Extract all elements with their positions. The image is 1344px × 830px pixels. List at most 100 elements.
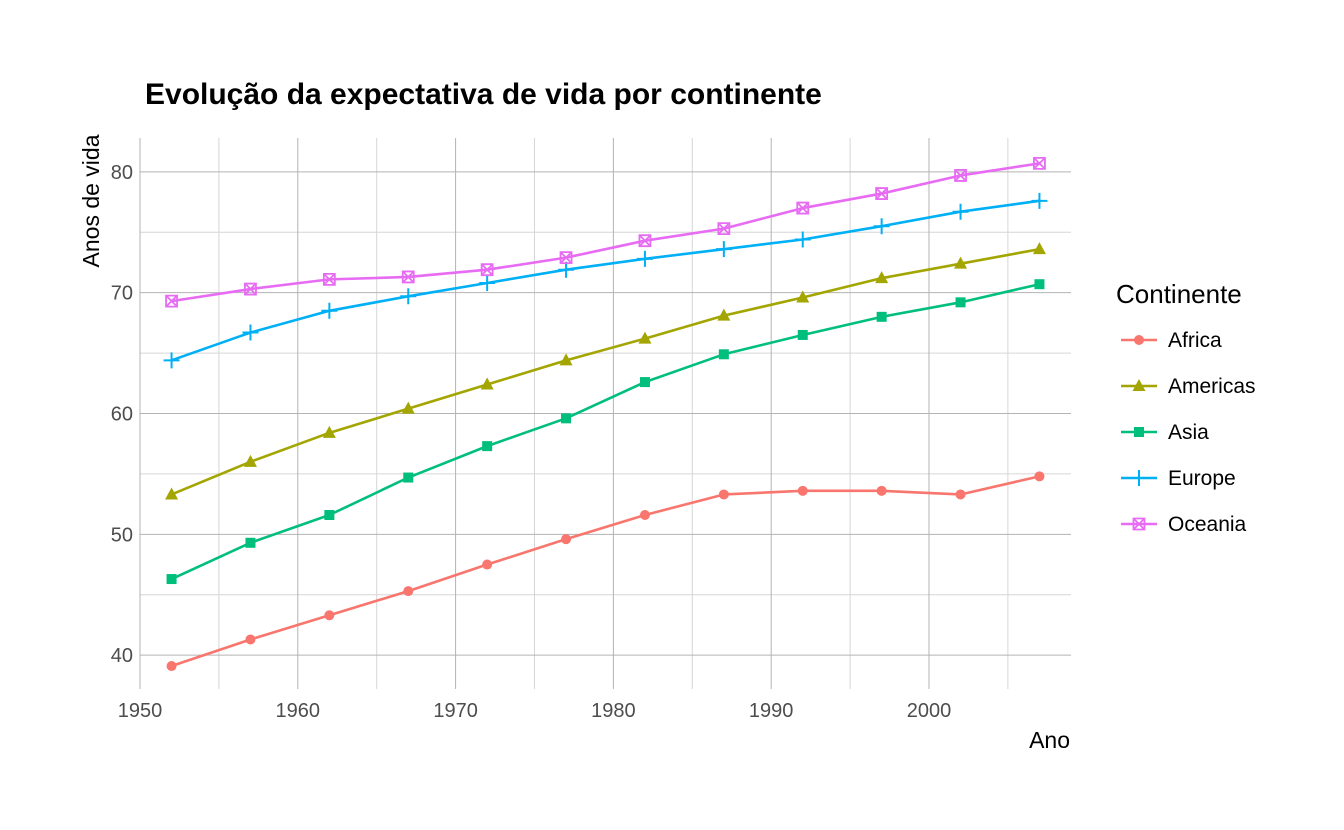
series-asia bbox=[166, 279, 1045, 585]
x-tick-label: 1980 bbox=[591, 700, 636, 722]
data-point bbox=[717, 308, 731, 321]
data-point bbox=[1132, 379, 1146, 391]
legend-item-europe: Europe bbox=[1121, 467, 1236, 490]
data-point bbox=[480, 263, 494, 277]
data-point bbox=[717, 222, 731, 236]
legend-label: Asia bbox=[1168, 421, 1209, 444]
data-point bbox=[875, 187, 889, 200]
data-point bbox=[955, 297, 966, 308]
data-point bbox=[163, 352, 180, 369]
y-axis-ticks: 40 50 60 70 80 bbox=[111, 162, 133, 667]
data-point bbox=[1134, 427, 1144, 437]
y-tick-label: 60 bbox=[111, 404, 133, 426]
data-point bbox=[875, 271, 889, 284]
series-line bbox=[171, 247, 1040, 496]
data-point bbox=[559, 251, 573, 265]
series-oceania bbox=[165, 156, 1046, 308]
legend-label: Oceania bbox=[1168, 513, 1247, 536]
x-tick-label: 1970 bbox=[433, 700, 478, 722]
data-point bbox=[1131, 470, 1147, 486]
legend-label: Africa bbox=[1168, 329, 1222, 352]
legend-item-asia: Asia bbox=[1121, 421, 1209, 444]
data-point bbox=[954, 169, 967, 182]
data-point bbox=[165, 294, 178, 308]
legend-item-americas: Americas bbox=[1121, 375, 1256, 398]
data-point bbox=[245, 634, 256, 645]
data-point bbox=[876, 311, 887, 322]
data-point bbox=[1031, 192, 1048, 209]
y-tick-label: 40 bbox=[111, 645, 133, 667]
x-axis-label: Ano bbox=[1029, 727, 1070, 753]
legend-item-africa: Africa bbox=[1121, 329, 1222, 352]
data-point bbox=[639, 377, 650, 388]
data-point bbox=[243, 454, 257, 467]
data-point bbox=[1034, 279, 1045, 290]
x-tick-label: 1950 bbox=[118, 700, 163, 722]
data-point bbox=[479, 275, 496, 291]
data-point bbox=[876, 485, 887, 496]
series-europe bbox=[163, 192, 1048, 369]
y-tick-label: 50 bbox=[111, 524, 133, 546]
series-line bbox=[171, 282, 1040, 581]
data-point bbox=[244, 282, 257, 296]
data-point bbox=[482, 559, 493, 570]
data-point bbox=[403, 586, 414, 597]
data-point bbox=[1132, 517, 1146, 531]
data-point bbox=[638, 331, 652, 344]
data-point bbox=[321, 302, 338, 319]
data-point bbox=[1034, 471, 1045, 482]
data-point bbox=[559, 353, 573, 366]
series-africa bbox=[166, 471, 1045, 672]
data-point bbox=[1134, 335, 1144, 345]
series-line bbox=[171, 162, 1040, 303]
y-tick-label: 80 bbox=[111, 162, 133, 184]
data-point bbox=[796, 201, 810, 215]
legend: Continente Africa Americas Asia Europe Ocean… bbox=[1116, 279, 1256, 536]
legend-label: Americas bbox=[1168, 375, 1256, 398]
data-point bbox=[166, 661, 177, 672]
legend-title: Continente bbox=[1116, 279, 1242, 309]
data-point bbox=[561, 534, 572, 545]
data-point bbox=[165, 487, 179, 500]
data-point bbox=[638, 234, 652, 248]
data-point bbox=[797, 485, 808, 496]
series-line bbox=[171, 475, 1040, 668]
data-point bbox=[324, 610, 335, 621]
data-point bbox=[401, 270, 415, 284]
data-point bbox=[1032, 242, 1046, 255]
data-point bbox=[718, 349, 729, 360]
data-point bbox=[954, 256, 968, 269]
data-point bbox=[952, 203, 969, 220]
data-point bbox=[873, 218, 890, 235]
x-tick-label: 2000 bbox=[907, 700, 952, 722]
data-point bbox=[322, 425, 336, 438]
plot-grid bbox=[139, 138, 1071, 689]
y-axis-label: Anos de vida bbox=[78, 134, 104, 267]
data-point bbox=[166, 574, 177, 585]
data-point bbox=[715, 241, 732, 258]
data-point bbox=[794, 231, 811, 248]
data-point bbox=[718, 489, 729, 500]
data-point bbox=[797, 329, 808, 340]
data-point bbox=[403, 472, 414, 483]
data-point bbox=[322, 272, 336, 286]
x-tick-label: 1990 bbox=[749, 700, 794, 722]
data-point bbox=[558, 261, 575, 278]
data-point bbox=[561, 413, 572, 424]
data-point bbox=[482, 441, 493, 452]
plot-series bbox=[163, 156, 1048, 672]
x-axis-ticks: 1950 1960 1970 1980 1990 2000 bbox=[118, 700, 951, 722]
legend-label: Europe bbox=[1168, 467, 1236, 490]
chart-title: Evolução da expectativa de vida por cont… bbox=[145, 78, 822, 111]
data-point bbox=[1033, 156, 1046, 170]
y-tick-label: 70 bbox=[111, 283, 133, 305]
series-americas bbox=[165, 242, 1046, 500]
x-tick-label: 1960 bbox=[276, 700, 321, 722]
data-point bbox=[796, 290, 810, 303]
data-point bbox=[242, 324, 259, 341]
data-point bbox=[636, 250, 653, 267]
data-point bbox=[400, 288, 417, 305]
data-point bbox=[245, 537, 256, 548]
legend-item-oceania: Oceania bbox=[1121, 513, 1247, 536]
